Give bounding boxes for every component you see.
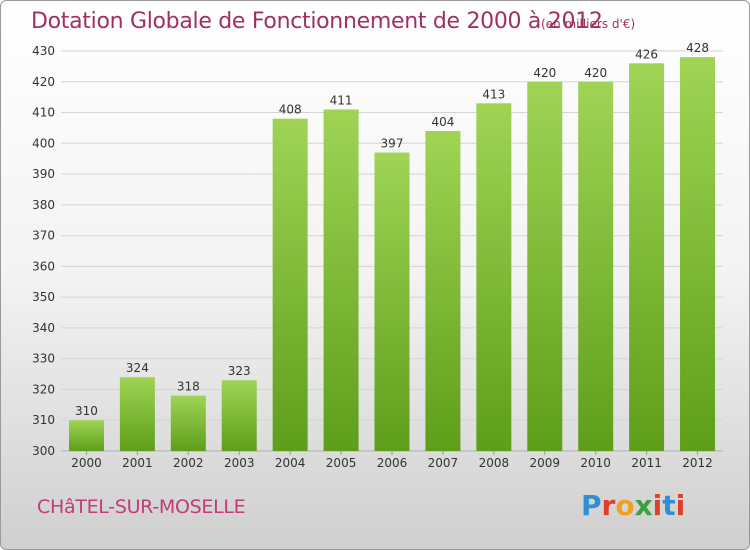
bar-2010 — [578, 81, 614, 452]
y-tick-label: 320 — [32, 382, 55, 396]
y-tick-label: 310 — [32, 413, 55, 427]
commune-name: CHâTEL-SUR-MOSELLE — [37, 496, 246, 518]
y-tick-label: 380 — [32, 198, 55, 212]
brand-letter: o — [615, 489, 635, 522]
chart-title: Dotation Globale de Fonctionnement de 20… — [31, 9, 603, 34]
value-labels: 310 324 318 323 408 411 397 404 413 420 420 426 428 — [75, 41, 709, 418]
y-tick-label: 420 — [32, 75, 55, 89]
proxiti-logo[interactable]: Proxiti — [581, 489, 685, 522]
value-label-2004: 408 — [279, 103, 302, 117]
x-tick-label-2002: 2002 — [173, 456, 204, 470]
y-tick-label: 410 — [32, 106, 55, 120]
bars — [68, 57, 716, 452]
x-tick-label-2011: 2011 — [631, 456, 662, 470]
y-axis-ticks: 300 310 320 330 340 350 360 370 380 390 400 410 420 4… — [32, 44, 55, 458]
value-label-2007: 404 — [431, 115, 454, 129]
y-tick-label: 390 — [32, 167, 55, 181]
x-tick-label-2012: 2012 — [682, 456, 713, 470]
x-tick-label-2009: 2009 — [529, 456, 560, 470]
value-label-2003: 323 — [228, 364, 251, 378]
bar-2008 — [476, 103, 512, 452]
brand-letter: P — [581, 489, 602, 522]
value-label-2010: 420 — [584, 66, 607, 80]
bar-2009 — [527, 81, 563, 452]
bar-2006 — [374, 152, 410, 452]
value-label-2011: 426 — [635, 47, 658, 61]
x-tick-label-2005: 2005 — [326, 456, 357, 470]
chart-subtitle: (en milliers d'€) — [541, 17, 636, 31]
brand-letter: x — [634, 489, 653, 522]
y-tick-label: 360 — [32, 259, 55, 273]
x-tick-label-2003: 2003 — [224, 456, 255, 470]
bar-2000 — [68, 420, 104, 451]
y-tick-label: 300 — [32, 444, 55, 458]
y-tick-label: 370 — [32, 229, 55, 243]
x-tick-label-2000: 2000 — [71, 456, 102, 470]
x-axis-ticks: 2000 2001 2002 2003 2004 2005 2006 2007 2008 2009… — [71, 451, 713, 470]
brand-letter: t — [662, 489, 676, 522]
value-label-2008: 413 — [482, 87, 505, 101]
bar-2003 — [221, 380, 257, 451]
y-tick-label: 340 — [32, 321, 55, 335]
x-tick-label-2010: 2010 — [580, 456, 611, 470]
bar-2001 — [119, 377, 155, 451]
x-tick-label-2007: 2007 — [428, 456, 459, 470]
brand-letter: i — [652, 489, 663, 522]
bar-2012 — [680, 57, 716, 452]
bar-2004 — [272, 118, 308, 451]
bar-2002 — [170, 395, 206, 451]
x-tick-label-2008: 2008 — [479, 456, 510, 470]
value-label-2000: 310 — [75, 404, 98, 418]
y-tick-label: 330 — [32, 352, 55, 366]
value-label-2009: 420 — [533, 66, 556, 80]
y-tick-label: 350 — [32, 290, 55, 304]
value-label-2001: 324 — [126, 361, 149, 375]
x-tick-label-2004: 2004 — [275, 456, 306, 470]
bar-2011 — [629, 63, 665, 452]
value-label-2012: 428 — [686, 41, 709, 55]
bar-2005 — [323, 109, 359, 451]
value-label-2006: 397 — [381, 137, 404, 151]
brand-letter: r — [601, 489, 616, 522]
y-tick-label: 430 — [32, 44, 55, 58]
y-tick-label: 400 — [32, 136, 55, 150]
value-label-2005: 411 — [330, 93, 353, 107]
x-tick-label-2001: 2001 — [122, 456, 153, 470]
brand-letter: i — [675, 489, 686, 522]
bar-2007 — [425, 131, 461, 451]
value-label-2002: 318 — [177, 380, 200, 394]
x-tick-label-2006: 2006 — [377, 456, 408, 470]
